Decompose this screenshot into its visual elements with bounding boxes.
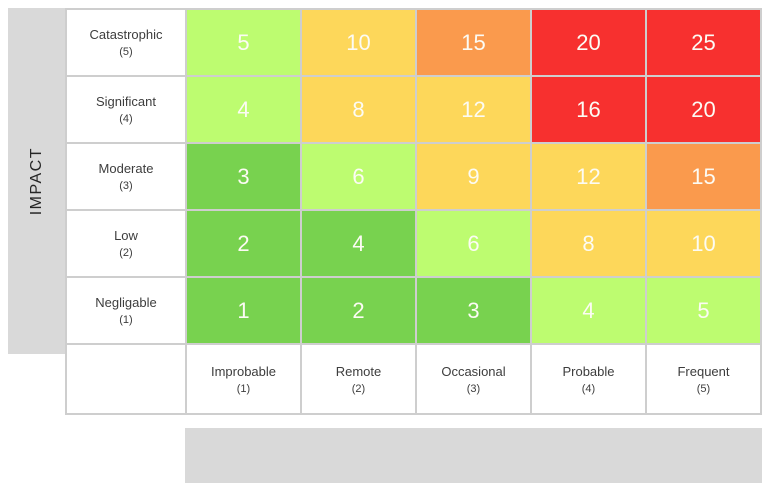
corner-spacer [65, 343, 187, 415]
risk-cell-value: 3 [237, 163, 250, 189]
column-header-scale: (4) [581, 382, 596, 395]
row-header: Significant (4) [65, 75, 187, 144]
column-header-label: Frequent [677, 363, 730, 379]
risk-cell: 2 [300, 276, 417, 345]
risk-cell-value: 3 [467, 297, 480, 323]
column-header-label: Remote [335, 363, 382, 379]
matrix-row: Negligable (1) 1 2 3 4 5 [65, 276, 762, 345]
row-header-scale: (3) [119, 180, 133, 193]
column-header-label: Improbable [210, 363, 277, 379]
risk-cell: 1 [185, 276, 302, 345]
risk-cell-value: 6 [467, 230, 480, 256]
column-header: Remote (2) [300, 343, 417, 415]
risk-cell: 8 [300, 75, 417, 144]
risk-cell-value: 5 [237, 29, 250, 55]
risk-cell-value: 12 [576, 163, 601, 189]
risk-cell-value: 9 [467, 163, 480, 189]
bottom-gray-bar [185, 428, 762, 483]
risk-cell: 6 [300, 142, 417, 211]
risk-cell: 5 [645, 276, 762, 345]
risk-cell-value: 12 [461, 96, 486, 122]
row-header: Moderate (3) [65, 142, 187, 211]
column-header-scale: (3) [466, 382, 481, 395]
row-header-scale: (5) [119, 46, 133, 59]
matrix-row: Low (2) 2 4 6 8 10 [65, 209, 762, 278]
risk-cell-value: 4 [582, 297, 595, 323]
column-header: Occasional (3) [415, 343, 532, 415]
risk-cell: 20 [530, 8, 647, 77]
risk-cell: 16 [530, 75, 647, 144]
column-header-row: Improbable (1) Remote (2) Occasional (3) Proba… [65, 343, 762, 415]
row-header-label: Significant [96, 94, 156, 109]
risk-cell-value: 5 [697, 297, 710, 323]
risk-cell-value: 16 [576, 96, 601, 122]
risk-cell-value: 2 [237, 230, 250, 256]
risk-cell-value: 15 [691, 163, 716, 189]
matrix-body: Catastrophic (5) 5 10 15 20 25 Significant (4) 4 8… [65, 8, 762, 415]
row-header-scale: (1) [119, 314, 133, 327]
matrix-row: Moderate (3) 3 6 9 12 15 [65, 142, 762, 211]
risk-cell: 4 [300, 209, 417, 278]
risk-cell-value: 10 [346, 29, 371, 55]
row-header-label: Catastrophic [89, 27, 163, 42]
risk-cell: 3 [415, 276, 532, 345]
risk-cell: 4 [530, 276, 647, 345]
row-header: Negligable (1) [65, 276, 187, 345]
risk-cell: 12 [530, 142, 647, 211]
impact-axis-strip: IMPACT [8, 8, 65, 354]
risk-cell-value: 4 [352, 230, 365, 256]
row-header-label: Low [114, 228, 138, 243]
risk-cell-value: 8 [352, 96, 365, 122]
column-header-label: Probable [562, 363, 615, 379]
row-header-label: Negligable [95, 295, 157, 310]
risk-cell: 9 [415, 142, 532, 211]
risk-cell-value: 1 [237, 297, 250, 323]
column-header-label: Occasional [441, 363, 506, 379]
risk-cell: 10 [300, 8, 417, 77]
matrix-row: Catastrophic (5) 5 10 15 20 25 [65, 8, 762, 77]
risk-cell-value: 6 [352, 163, 365, 189]
impact-axis-label: IMPACT [27, 146, 45, 216]
risk-cell-value: 10 [691, 230, 716, 256]
row-header-scale: (2) [119, 247, 133, 260]
risk-cell-value: 25 [691, 29, 716, 55]
risk-cell: 10 [645, 209, 762, 278]
risk-matrix-table: Catastrophic (5) 5 10 15 20 25 Significant (4) 4 8… [65, 8, 762, 415]
risk-cell-value: 4 [237, 96, 250, 122]
risk-cell: 5 [185, 8, 302, 77]
row-header-scale: (4) [119, 113, 133, 126]
risk-cell: 15 [645, 142, 762, 211]
column-header: Improbable (1) [185, 343, 302, 415]
risk-cell: 3 [185, 142, 302, 211]
risk-cell-value: 8 [582, 230, 595, 256]
risk-cell: 4 [185, 75, 302, 144]
column-header-scale: (5) [696, 382, 711, 395]
risk-cell: 20 [645, 75, 762, 144]
risk-cell: 2 [185, 209, 302, 278]
risk-cell: 12 [415, 75, 532, 144]
row-header-label: Moderate [98, 161, 154, 176]
risk-cell: 6 [415, 209, 532, 278]
risk-cell-value: 20 [576, 29, 601, 55]
matrix-row: Significant (4) 4 8 12 16 20 [65, 75, 762, 144]
risk-cell: 8 [530, 209, 647, 278]
column-header-scale: (1) [236, 382, 251, 395]
risk-cell: 15 [415, 8, 532, 77]
column-header: Frequent (5) [645, 343, 762, 415]
risk-cell: 25 [645, 8, 762, 77]
risk-cell-value: 20 [691, 96, 716, 122]
column-header: Probable (4) [530, 343, 647, 415]
column-header-scale: (2) [351, 382, 366, 395]
risk-cell-value: 15 [461, 29, 486, 55]
row-header: Low (2) [65, 209, 187, 278]
risk-cell-value: 2 [352, 297, 365, 323]
row-header: Catastrophic (5) [65, 8, 187, 77]
